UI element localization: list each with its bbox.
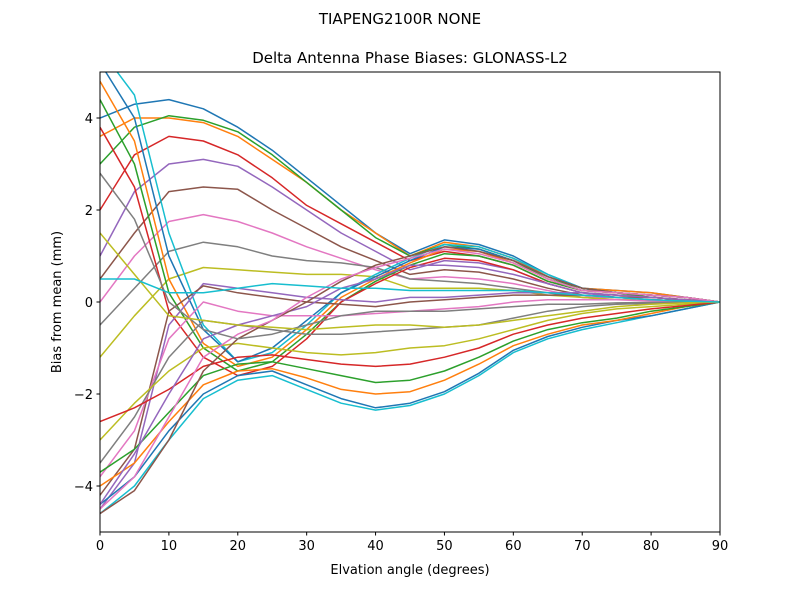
series-line (100, 126, 720, 377)
x-tick-label: 20 (230, 539, 247, 554)
x-tick-label: 40 (367, 539, 384, 554)
series-line (100, 264, 720, 505)
series-line (100, 301, 720, 464)
x-tick-label: 90 (712, 539, 729, 554)
plot-lines (100, 72, 720, 515)
chart-title: Delta Antenna Phase Biases: GLONASS-L2 (252, 49, 568, 67)
series-line (100, 172, 720, 340)
y-tick-label: 2 (85, 204, 93, 219)
series-line (100, 301, 720, 515)
series-line (100, 278, 720, 303)
x-tick-label: 80 (643, 539, 660, 554)
series-line (100, 301, 720, 441)
x-tick-label: 10 (161, 539, 178, 554)
series-line (100, 301, 720, 487)
series-line (100, 232, 720, 331)
series-line (100, 298, 720, 478)
suptitle: TIAPENG2100R NONE (318, 10, 481, 28)
series-line (100, 248, 720, 510)
x-axis-label: Elvation angle (degrees) (330, 563, 489, 578)
x-tick-label: 70 (574, 539, 591, 554)
x-tick-label: 60 (505, 539, 522, 554)
x-tick-label: 50 (436, 539, 453, 554)
y-tick-label: 4 (85, 112, 93, 127)
series-line (100, 301, 720, 423)
y-tick-label: 0 (85, 296, 93, 311)
y-axis-label: Bias from mean (mm) (50, 231, 65, 373)
series-line (100, 301, 720, 473)
series-line (100, 158, 720, 303)
x-tick-label: 0 (96, 539, 104, 554)
y-tick-label: −2 (74, 388, 93, 403)
series-line (116, 72, 720, 363)
series-line (100, 80, 720, 368)
y-tick-label: −4 (74, 480, 93, 495)
x-tick-label: 30 (298, 539, 315, 554)
series-line (104, 72, 720, 363)
